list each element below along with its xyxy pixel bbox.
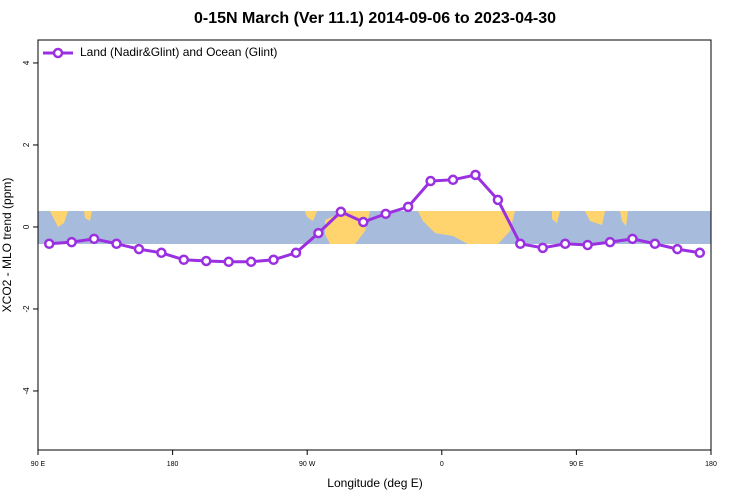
- series-marker: [537, 242, 548, 254]
- series-marker: [43, 238, 55, 250]
- x-tick-label: 90 E: [569, 461, 584, 468]
- series-marker: [380, 208, 391, 220]
- series-marker: [201, 255, 212, 267]
- series-marker: [268, 254, 279, 266]
- x-tick-label: 180: [705, 461, 717, 468]
- y-tick-label: -2: [22, 305, 31, 313]
- y-tick-label: 2: [22, 142, 31, 147]
- series-marker: [358, 216, 369, 228]
- series-marker: [559, 238, 571, 250]
- series-marker: [425, 175, 436, 187]
- legend-marker: [52, 47, 64, 59]
- series-marker: [335, 206, 347, 218]
- series-marker: [223, 256, 234, 268]
- series-marker: [313, 227, 324, 239]
- series-marker: [582, 239, 593, 251]
- series-marker: [178, 254, 190, 266]
- legend-label: Land (Nadir&Glint) and Ocean (Glint): [80, 45, 277, 59]
- x-tick-label: 90 E: [31, 461, 46, 468]
- series-marker: [290, 247, 302, 259]
- y-axis-label: XCO2 - MLO trend (ppm): [0, 178, 14, 313]
- series-marker: [649, 238, 661, 250]
- series-marker: [245, 256, 257, 268]
- series-marker: [447, 174, 459, 186]
- series-marker: [88, 233, 100, 245]
- series-marker: [402, 201, 414, 213]
- series-marker: [492, 194, 504, 206]
- series-marker: [515, 238, 526, 250]
- x-tick-label: 0: [440, 461, 444, 468]
- series-marker: [694, 247, 706, 259]
- y-tick-label: 4: [22, 60, 31, 65]
- series-marker: [133, 243, 145, 255]
- chart-title: 0-15N March (Ver 11.1) 2014-09-06 to 202…: [194, 10, 556, 27]
- series-marker: [66, 236, 77, 248]
- plot-frame: [37, 39, 712, 451]
- x-tick-label: 180: [167, 461, 179, 468]
- x-axis-label: Longitude (deg E): [327, 476, 422, 490]
- series-marker: [111, 238, 122, 250]
- series-marker: [627, 233, 638, 245]
- y-tick-label: -4: [22, 387, 31, 395]
- series-marker: [156, 247, 167, 259]
- x-tick-label: 90 W: [299, 461, 316, 468]
- y-tick-label: 0: [22, 224, 31, 229]
- series-marker: [672, 243, 683, 255]
- series-marker: [604, 236, 616, 248]
- series-marker: [470, 169, 481, 181]
